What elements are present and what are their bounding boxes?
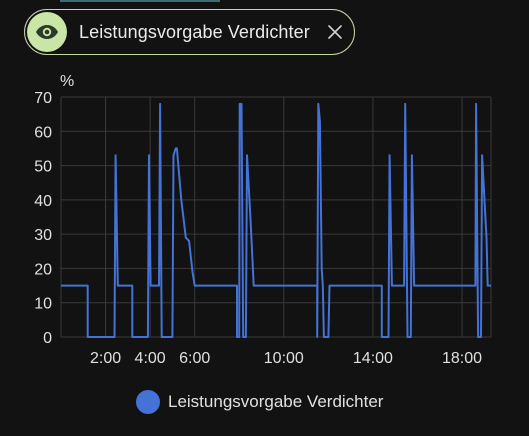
x-tick-label: 14:00 — [353, 350, 393, 367]
legend-label: Leistungsvorgabe Verdichter — [168, 392, 384, 411]
eye-icon[interactable] — [27, 12, 67, 52]
chart-legend[interactable]: Leistungsvorgabe Verdichter — [136, 389, 383, 415]
x-tick-label: 10:00 — [264, 350, 304, 367]
y-tick-label: 20 — [34, 261, 52, 278]
y-axis-unit: % — [60, 73, 74, 90]
chip-label: Leistungsvorgabe Verdichter — [79, 21, 310, 42]
entity-filter-chip[interactable]: Leistungsvorgabe Verdichter — [24, 9, 355, 55]
top-scroll-indicator — [60, 0, 220, 2]
x-tick-label: 18:00 — [442, 350, 482, 367]
series-line-0 — [61, 102, 491, 338]
y-tick-label: 30 — [34, 227, 52, 244]
y-tick-label: 70 — [34, 90, 52, 107]
y-tick-label: 40 — [34, 193, 52, 210]
y-tick-label: 0 — [43, 330, 52, 347]
x-tick-label: 4:00 — [135, 350, 166, 367]
y-tick-label: 60 — [34, 124, 52, 141]
x-tick-label: 6:00 — [179, 350, 210, 367]
line-chart: 0 10 20 30 40 50 60 70 2:00 4:00 6:00 10:00 14:00 18:… — [34, 73, 492, 367]
x-tick-label: 2:00 — [90, 350, 121, 367]
close-icon[interactable] — [326, 23, 344, 41]
y-tick-label: 50 — [34, 159, 52, 176]
legend-swatch — [136, 390, 160, 414]
y-tick-label: 10 — [34, 296, 52, 313]
